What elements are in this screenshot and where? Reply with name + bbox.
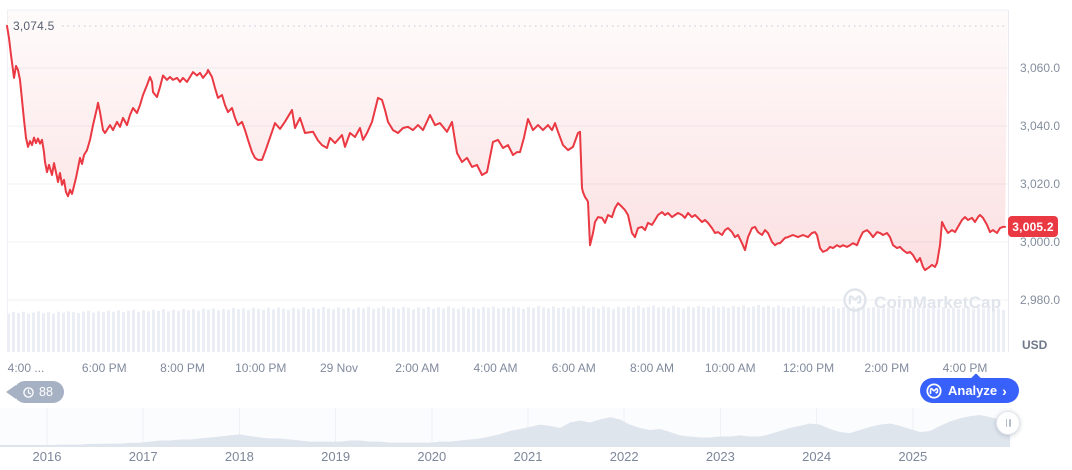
- volume-bars: [7, 304, 1005, 352]
- max-price-label: 3,074.5: [13, 19, 55, 33]
- chevron-right-icon: ›: [1002, 382, 1007, 399]
- x-axis-tick-label: 6:00 PM: [81, 361, 127, 375]
- x-axis-tick-label: 8:00 AM: [629, 361, 675, 375]
- price-area-fill: [7, 10, 1008, 271]
- y-axis-tick-label: 3,020.0: [1020, 177, 1061, 191]
- x-axis-tick-label: 6:00 AM: [551, 361, 596, 375]
- x-axis-tick-label: 12:00 PM: [782, 361, 835, 375]
- history-minimap[interactable]: [0, 408, 1012, 447]
- x-axis-tick-label: 2:00 PM: [864, 361, 910, 375]
- year-label: 2024: [802, 449, 832, 464]
- year-label: 2020: [417, 449, 447, 464]
- range-slider-handle[interactable]: [996, 411, 1020, 435]
- x-axis-tick-label: 10:00 AM: [704, 361, 756, 375]
- x-axis-tick-label: 10:00 PM: [235, 361, 287, 375]
- currency-unit-label: USD: [1022, 338, 1048, 352]
- year-label: 2018: [224, 449, 254, 464]
- analyze-label: Analyze: [948, 383, 998, 398]
- y-axis-tick-label: 3,060.0: [1020, 61, 1061, 75]
- current-price-badge: 3,005.2: [1008, 216, 1058, 238]
- coinmarketcap-badge-icon: [926, 382, 942, 399]
- x-axis-tick-label: 2:00 AM: [395, 361, 440, 375]
- x-axis-tick-label: 4:00 ...: [7, 361, 45, 375]
- year-label: 2023: [705, 449, 735, 464]
- x-axis-tick-label: 29 Nov: [319, 361, 359, 375]
- history-clock-icon: [22, 386, 35, 399]
- x-axis-tick-label: 4:00 PM: [942, 361, 988, 375]
- history-count: 88: [39, 385, 53, 399]
- year-label: 2021: [513, 449, 543, 464]
- year-label: 2017: [128, 449, 158, 464]
- x-axis-tick-label: 4:00 AM: [473, 361, 518, 375]
- year-label: 2022: [609, 449, 639, 464]
- price-line: [6, 24, 1006, 272]
- year-label: 2019: [321, 449, 351, 464]
- y-axis-tick-label: 3,040.0: [1020, 119, 1061, 133]
- y-axis-tick-label: 2,980.0: [1020, 293, 1061, 307]
- minimap-area[interactable]: [0, 415, 1010, 447]
- x-axis-tick-label: 8:00 PM: [160, 361, 205, 375]
- history-count-badge[interactable]: 88: [14, 381, 64, 403]
- year-label: 2016: [32, 449, 62, 464]
- analyze-button[interactable]: Analyze ›: [920, 373, 1019, 403]
- y-axis-tick-label: 3,000.0: [1020, 235, 1061, 249]
- year-label: 2025: [898, 449, 928, 464]
